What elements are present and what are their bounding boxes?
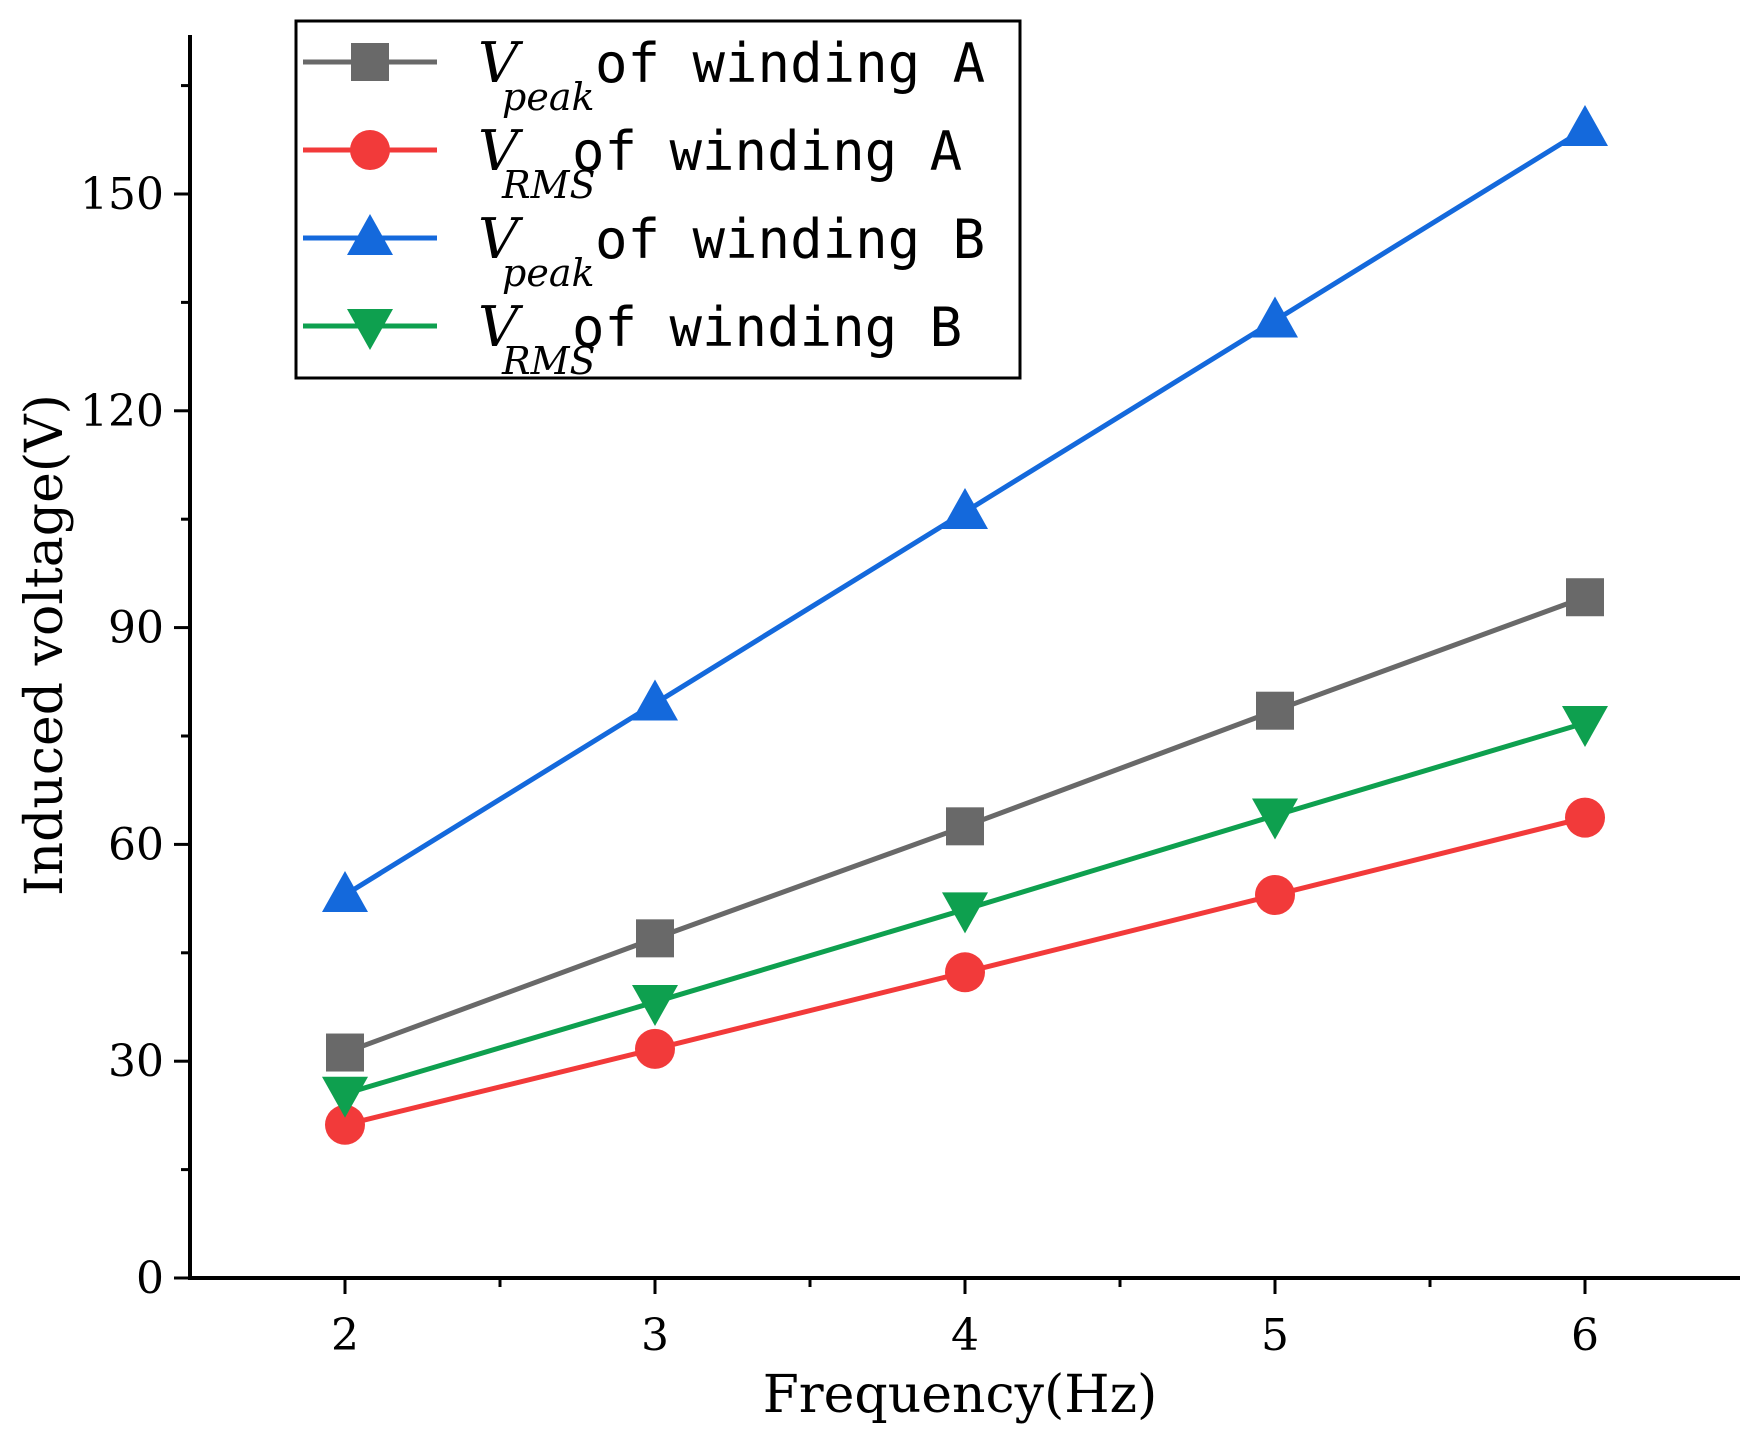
series-4 (322, 705, 1608, 1118)
x-tick-label: 6 (1571, 1310, 1599, 1361)
data-point (1255, 874, 1295, 915)
legend-marker (351, 43, 389, 81)
data-point (1565, 797, 1605, 838)
legend-symbol: V (478, 295, 524, 360)
legend-subscript: RMS (501, 339, 596, 383)
data-point (1562, 104, 1608, 146)
legend-symbol: V (478, 119, 524, 184)
x-axis-title: Frequency(Hz) (763, 1365, 1158, 1425)
y-tick-label: 0 (136, 1253, 164, 1304)
legend-marker (347, 214, 393, 255)
data-point (1566, 578, 1604, 617)
y-tick-label: 60 (108, 819, 164, 870)
legend-marker (350, 130, 390, 170)
data-point (632, 679, 678, 721)
y-tick-label: 120 (80, 386, 164, 437)
legend-symbol: V (478, 207, 524, 272)
legend-box (294, 19, 1022, 380)
data-point (1562, 705, 1608, 747)
x-tick-label: 5 (1261, 1310, 1289, 1361)
data-point (1252, 296, 1298, 338)
data-point (632, 984, 678, 1026)
data-point (946, 807, 984, 846)
series-2 (325, 797, 1605, 1145)
x-tick-label: 4 (951, 1310, 979, 1361)
data-point (942, 487, 988, 529)
data-point (942, 892, 988, 934)
data-point (322, 870, 368, 912)
data-point (635, 1028, 675, 1069)
legend-subscript: peak (502, 251, 595, 295)
data-point (322, 1076, 368, 1118)
series-group (322, 104, 1608, 1145)
legend-symbol: V (478, 31, 524, 96)
legend-marker (347, 309, 393, 350)
legend-label: of winding A (572, 120, 962, 183)
data-point (945, 952, 985, 993)
legend-label: of winding A (595, 32, 985, 95)
x-tick-label: 3 (641, 1310, 669, 1361)
y-tick-label: 30 (108, 1036, 164, 1087)
legend-label: of winding B (572, 296, 962, 359)
legend-subscript: RMS (501, 163, 596, 207)
y-axis-title: Induced voltage(V) (15, 394, 75, 896)
data-point (325, 1104, 365, 1145)
data-point (326, 1033, 364, 1072)
legend-label: of winding B (595, 208, 985, 271)
x-tick-label: 2 (331, 1310, 359, 1361)
legend-subscript: peak (502, 75, 595, 119)
series-1 (326, 578, 1604, 1072)
data-point (636, 919, 674, 958)
data-point (1256, 691, 1294, 730)
y-tick-label: 90 (108, 603, 164, 654)
data-point (1252, 798, 1298, 840)
series-3 (322, 104, 1608, 912)
y-tick-label: 150 (80, 169, 164, 220)
